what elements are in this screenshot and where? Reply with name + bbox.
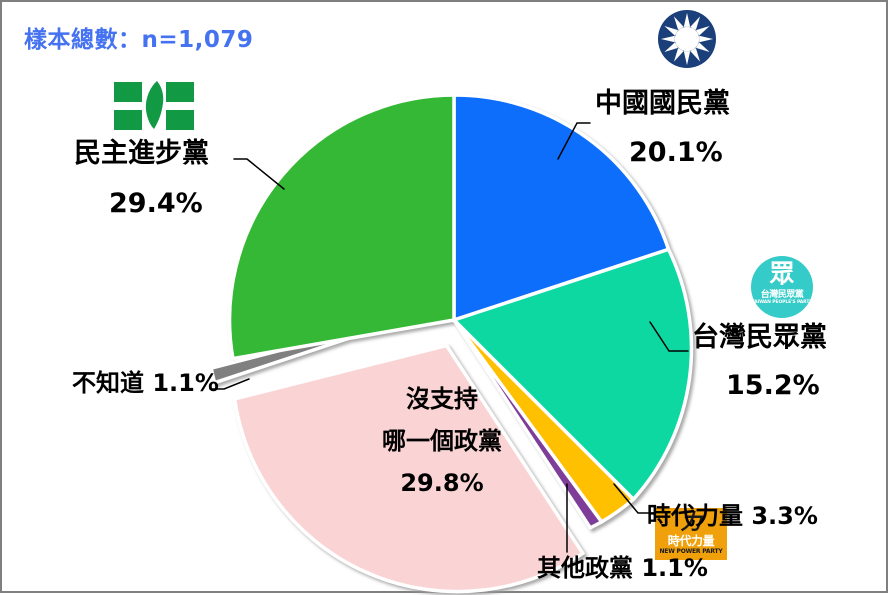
sample-size-caption: 樣本總數：n=1,079 [24,27,254,53]
leader-line-dontknow [209,378,250,390]
leader-line-tpp [649,321,689,352]
pie-slice-dpp[interactable] [227,93,456,361]
label-dpp-name: 民主進步黨 [74,138,209,169]
label-kmt-value: 20.1% [629,137,723,168]
pie-slice-tpp[interactable] [450,247,694,502]
label-dontknow: 不知道 1.1% [72,369,219,397]
label-dpp-value: 29.4% [109,188,203,219]
dpp-logo [112,80,196,136]
pie-slice-other[interactable] [452,318,605,531]
label-kmt-name: 中國國民黨 [595,88,730,119]
tpp-logo: 眾 台灣民眾黨 TAIWAN PEOPLE'S PARTY [751,256,813,318]
kmt-logo [658,10,716,68]
npp-sub-en: NEW POWER PARTY [659,548,723,555]
label-none-value: 29.8% [400,469,484,497]
dpp-taiwan-icon [114,81,194,130]
npp-logo: 力 時代力量 NEW POWER PARTY [655,508,727,560]
leader-line-npp [613,483,650,514]
leader-line-kmt [557,122,591,160]
leader-line-dpp [233,158,285,190]
tpp-sub-en: TAIWAN PEOPLE'S PARTY [751,300,813,305]
kmt-sun-icon [658,10,716,68]
label-none-line1: 沒支持 [406,385,478,413]
pie-slice-none[interactable] [232,343,586,594]
npp-mark: 力 [680,510,702,534]
label-tpp-value: 15.2% [726,370,820,401]
label-npp: 時代力量 3.3% [647,502,818,530]
tpp-glyph: 眾 [769,259,795,288]
label-tpp-name: 台灣民眾黨 [692,322,827,353]
npp-sub-cn: 時代力量 [667,534,715,548]
tpp-sub-cn: 台灣民眾黨 [760,290,804,300]
label-none-line2: 哪一個政黨 [382,427,502,455]
label-other: 其他政黨 1.1% [537,554,708,582]
pie-slice-kmt[interactable] [452,93,671,323]
